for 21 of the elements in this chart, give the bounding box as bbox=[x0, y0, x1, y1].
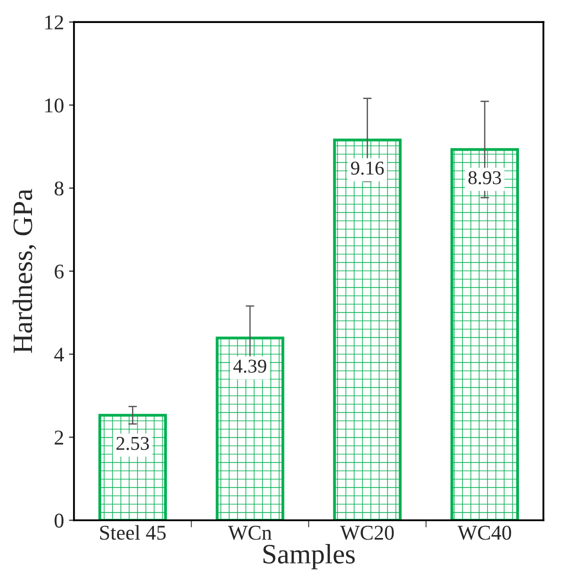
data-label: 2.53 bbox=[116, 436, 149, 450]
x-tick-label: Steel 45 bbox=[100, 525, 166, 540]
x-tick-label: WCn bbox=[228, 526, 272, 540]
y-tick-label: 4 bbox=[54, 348, 64, 362]
x-tick-label: WC20 bbox=[340, 526, 394, 540]
y-tick-label: 10 bbox=[45, 98, 64, 113]
bar bbox=[98, 414, 167, 520]
bar bbox=[216, 336, 284, 520]
y-tick-label: 2 bbox=[54, 430, 64, 444]
bar bbox=[450, 148, 519, 520]
y-axis-title: Hardness, GPa bbox=[12, 188, 36, 353]
y-tick-label: 8 bbox=[54, 181, 64, 196]
bar bbox=[333, 138, 402, 520]
y-tick-label: 12 bbox=[45, 15, 64, 30]
data-label: 9.16 bbox=[350, 162, 384, 175]
y-tick-label: 6 bbox=[54, 264, 64, 279]
x-tick-label: WC40 bbox=[458, 526, 512, 540]
y-tick-label: 0 bbox=[54, 514, 64, 528]
data-label: 4.39 bbox=[233, 360, 266, 373]
x-axis-title: Samples bbox=[263, 544, 355, 570]
data-label: 8.93 bbox=[468, 171, 501, 184]
